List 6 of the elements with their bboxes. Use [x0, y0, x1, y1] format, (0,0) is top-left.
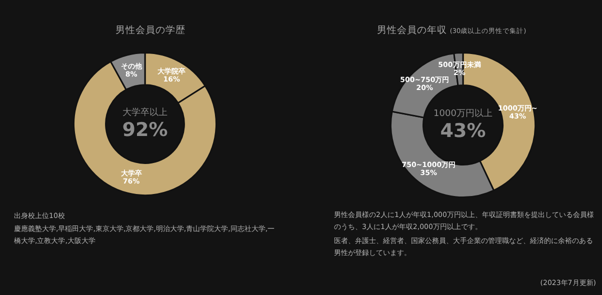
text: 92%	[121, 119, 169, 141]
text: 1000万円以上	[434, 109, 492, 119]
chart-title: 男性会員の学歴	[116, 25, 186, 36]
text: 大学卒以上	[122, 108, 168, 119]
chart-title: 男性会員の年収	[376, 25, 447, 36]
text: 43%	[439, 120, 487, 142]
